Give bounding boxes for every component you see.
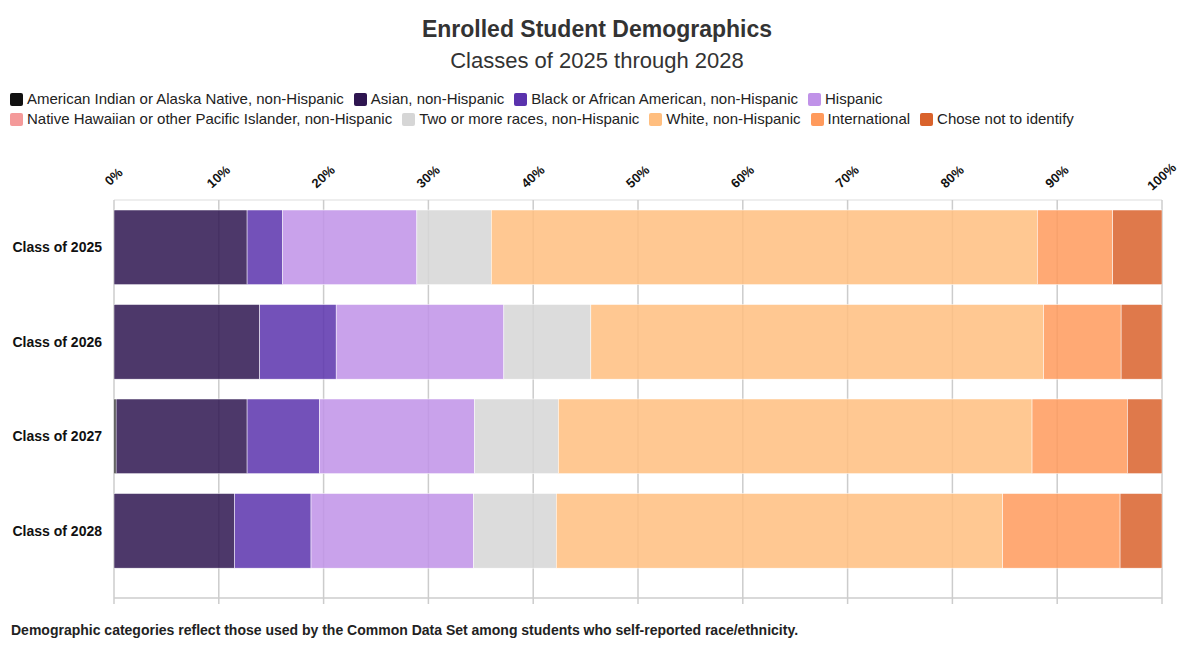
subtitle: Classes of 2025 through 2028 — [450, 48, 744, 73]
legend-label: Chose not to identify — [937, 110, 1074, 128]
tick-mark — [637, 598, 639, 604]
legend-swatch — [649, 113, 662, 126]
tick-mark — [113, 598, 115, 604]
bar-segment — [247, 399, 319, 474]
legend-label: Hispanic — [825, 90, 883, 108]
bar-segment — [473, 494, 556, 569]
tick-label: 80% — [937, 162, 967, 191]
tick-label: 40% — [518, 162, 548, 191]
tick-label: 30% — [413, 162, 443, 191]
category-label: Class of 2026 — [13, 334, 103, 350]
tick-mark — [847, 598, 849, 604]
legend-label: Black or African American, non-Hispanic — [531, 90, 798, 108]
tick-mark — [532, 598, 534, 604]
legend-label: White, non-Hispanic — [666, 110, 800, 128]
bar-segment — [417, 210, 491, 285]
legend-item: Hispanic — [808, 90, 883, 108]
bar-segment — [260, 305, 337, 380]
tick-mark — [218, 598, 220, 604]
legend-swatch — [808, 93, 821, 106]
grid — [114, 200, 1162, 604]
legend-item: Asian, non-Hispanic — [354, 90, 504, 108]
legend-label: International — [828, 110, 911, 128]
tick-label: 0% — [102, 164, 126, 188]
tick-mark — [428, 598, 430, 604]
legend-label: Two or more races, non-Hispanic — [419, 110, 639, 128]
bar-segment — [114, 494, 235, 569]
bar-segment — [114, 305, 260, 380]
legend-label: American Indian or Alaska Native, non-Hi… — [27, 90, 344, 108]
bar-segment — [1003, 494, 1120, 569]
bar-segment — [336, 305, 504, 380]
bar-segment — [1113, 210, 1162, 285]
bar-segment — [1121, 305, 1162, 380]
category-label: Class of 2027 — [13, 428, 103, 444]
bar-segment — [1120, 494, 1162, 569]
bar-segment — [556, 494, 1002, 569]
tick-mark — [1161, 598, 1163, 604]
legend-swatch — [811, 113, 824, 126]
tick-mark — [1056, 598, 1058, 604]
bar-segment — [116, 399, 247, 474]
legend: American Indian or Alaska Native, non-Hi… — [10, 90, 1190, 128]
bar-segment — [311, 494, 473, 569]
annotation: Demographic categories reflect those use… — [11, 622, 798, 638]
tick-label: 20% — [309, 162, 339, 191]
tick-mark — [323, 598, 325, 604]
bar-segment — [235, 494, 312, 569]
category-label: Class of 2028 — [13, 523, 103, 539]
bar-segment — [247, 210, 283, 285]
bar-segment — [1032, 399, 1127, 474]
title: Enrolled Student Demographics — [422, 16, 772, 42]
category-label: Class of 2025 — [13, 239, 103, 255]
legend-label: Asian, non-Hispanic — [371, 90, 504, 108]
bar-segment — [319, 399, 474, 474]
bars — [114, 210, 1162, 568]
legend-swatch — [402, 113, 415, 126]
legend-item: American Indian or Alaska Native, non-Hi… — [10, 90, 344, 108]
bar-segment — [558, 399, 1032, 474]
bar-segment — [504, 305, 591, 380]
bar-segment — [475, 399, 559, 474]
axis-line — [114, 597, 1162, 599]
legend-item: Chose not to identify — [920, 110, 1074, 128]
tick-label: 70% — [833, 162, 863, 191]
legend-swatch — [354, 93, 367, 106]
tick-label: 60% — [728, 162, 758, 191]
tick-mark — [742, 598, 744, 604]
legend-item: Native Hawaiian or other Pacific Islande… — [10, 110, 392, 128]
bar-segment — [1044, 305, 1122, 380]
tick-label: 90% — [1042, 162, 1072, 191]
legend-item: Black or African American, non-Hispanic — [514, 90, 798, 108]
bar-segment — [114, 399, 116, 474]
bar-segment — [591, 305, 1044, 380]
tick-label: 100% — [1144, 160, 1179, 194]
legend-item: White, non-Hispanic — [649, 110, 800, 128]
legend-label: Native Hawaiian or other Pacific Islande… — [27, 110, 392, 128]
tick-mark — [952, 598, 954, 604]
bar-segment — [1127, 399, 1162, 474]
bar-segment — [283, 210, 417, 285]
legend-item: Two or more races, non-Hispanic — [402, 110, 639, 128]
legend-swatch — [10, 93, 23, 106]
tick-label: 10% — [204, 162, 234, 191]
tick-label: 50% — [623, 162, 653, 191]
legend-swatch — [514, 93, 527, 106]
bar-segment — [491, 210, 1037, 285]
legend-item: International — [811, 110, 911, 128]
legend-swatch — [920, 113, 933, 126]
legend-swatch — [10, 113, 23, 126]
bar-segment — [1037, 210, 1112, 285]
bar-segment — [114, 210, 247, 285]
